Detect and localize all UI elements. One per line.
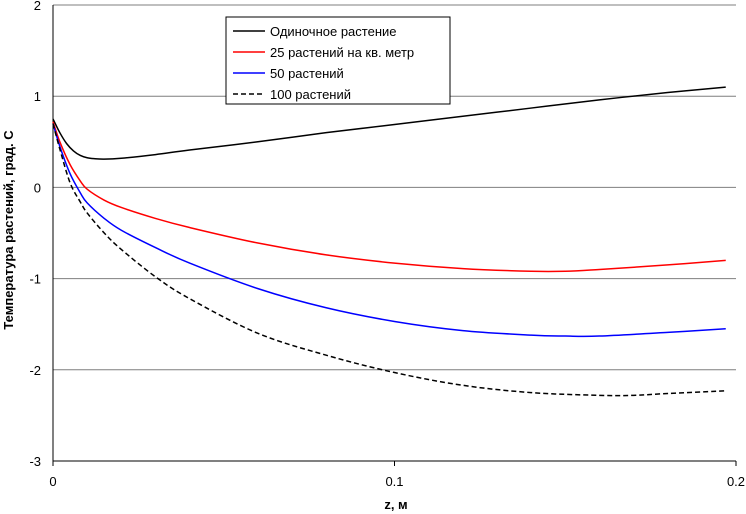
series-line-3 [52,123,726,338]
axes [52,5,737,466]
legend: Одиночное растение 25 растений на кв. мет… [225,16,451,105]
legend-label-4: 100 растений [270,87,351,102]
x-tick-label: 0 [49,474,56,489]
y-tick-label: 2 [34,0,41,13]
y-tick-label: -2 [29,363,41,378]
y-axis-label: Температура растений, град. С [1,130,16,330]
y-tick-label: 1 [34,89,41,104]
series-lines [52,86,726,397]
series-line-1 [52,86,726,160]
y-tick-label: -3 [29,454,41,469]
x-tick-labels: 0 0.1 0.2 [49,474,745,489]
legend-label-3: 50 растений [270,66,344,81]
x-axis-label: z, м [384,497,407,512]
legend-label-1: Одиночное растение [270,24,397,39]
x-tick-label: 0.2 [727,474,745,489]
y-tick-labels: 2 1 0 -1 -2 -3 [29,0,41,469]
y-tick-label: -1 [29,272,41,287]
series-line-2 [52,121,726,273]
legend-label-2: 25 растений на кв. метр [270,45,414,60]
x-tick-label: 0.1 [385,474,403,489]
series-line-4 [52,123,726,397]
y-tick-label: 0 [34,180,41,195]
